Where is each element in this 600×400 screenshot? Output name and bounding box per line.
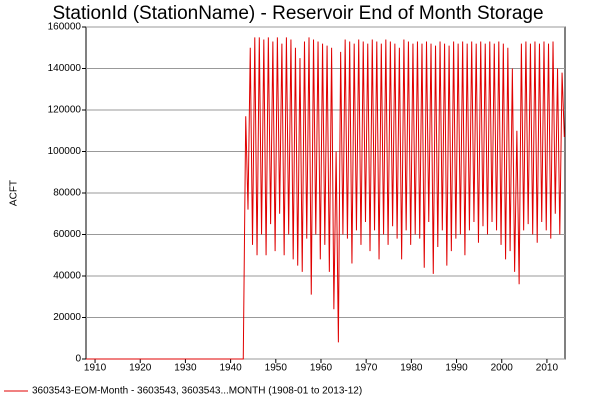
y-axis-label: ACFT [9, 180, 20, 206]
y-tick-label: 40000 [53, 271, 81, 282]
x-tick-label: 1920 [129, 363, 152, 374]
y-tick-label: 80000 [53, 188, 81, 199]
x-tick-label: 1990 [445, 363, 468, 374]
x-tick-label: 1940 [219, 363, 242, 374]
x-tick-label: 1950 [265, 363, 288, 374]
y-tick-label: 60000 [53, 229, 81, 240]
y-tick-label: 100000 [48, 146, 82, 157]
y-tick-label: 140000 [48, 63, 82, 74]
x-tick-label: 1930 [174, 363, 197, 374]
x-tick-label: 2010 [536, 363, 559, 374]
chart-title: StationId (StationName) - Reservoir End … [52, 3, 543, 24]
data-line [86, 37, 565, 360]
x-tick-label: 1910 [84, 363, 107, 374]
x-tick-label: 2000 [491, 363, 514, 374]
y-tick-label: 160000 [48, 22, 82, 33]
x-tick-label: 1960 [310, 363, 333, 374]
x-tick-label: 1970 [355, 363, 378, 374]
x-tick-label: 1980 [400, 363, 423, 374]
legend-label: 3603543-EOM-Month - 3603543, 3603543...M… [32, 386, 362, 397]
y-tick-label: 0 [75, 354, 81, 365]
y-tick-label: 120000 [48, 105, 82, 116]
y-tick-label: 20000 [53, 312, 81, 323]
